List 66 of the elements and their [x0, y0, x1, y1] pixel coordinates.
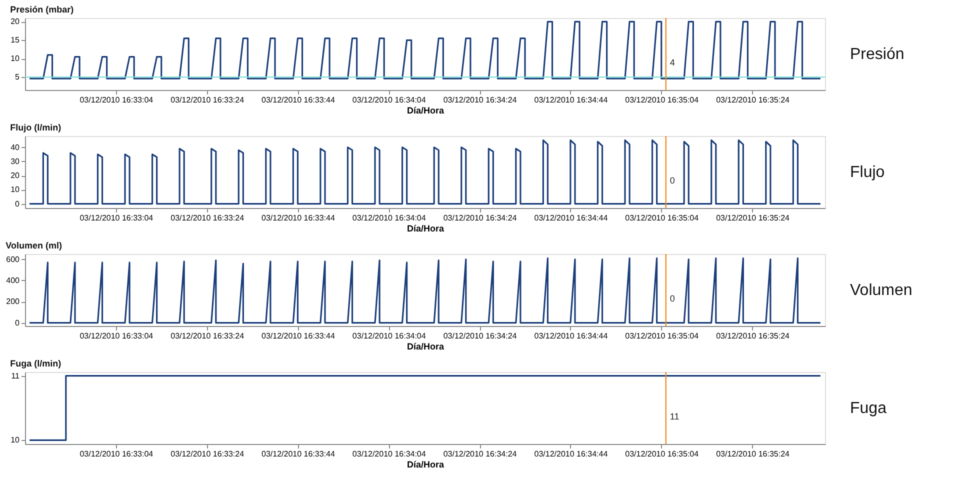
line-series — [28, 257, 822, 324]
x-tick-label: 03/12/2010 16:34:44 — [534, 214, 608, 222]
x-tick-label: 03/12/2010 16:34:24 — [443, 96, 518, 104]
x-tick-label: 03/12/2010 16:33:44 — [262, 332, 336, 340]
y-tick-label: 15 — [10, 36, 20, 45]
text: Fuga — [850, 400, 887, 417]
x-tick-label: 03/12/2010 16:35:24 — [716, 214, 790, 222]
x-tick-label: 03/12/2010 16:34:04 — [352, 96, 426, 104]
y-tick-label: 20 — [10, 17, 20, 26]
x-tick-label: 03/12/2010 16:33:24 — [170, 450, 245, 458]
y-tick-label: 200 — [6, 297, 20, 306]
x-tick-label: 03/12/2010 16:33:44 — [262, 96, 336, 104]
x-tick-label: 03/12/2010 16:34:44 — [534, 450, 608, 458]
x-axis-title: Día/Hora — [406, 224, 445, 234]
chart-title: Flujo (l/min) — [10, 122, 62, 132]
y-tick-label: 10 — [10, 54, 20, 64]
x-tick-label: 03/12/2010 16:35:04 — [625, 96, 700, 104]
x-tick-label: 03/12/2010 16:33:44 — [262, 214, 336, 222]
chart-title: Presión (mbar) — [10, 4, 74, 14]
y-tick-label: 5 — [15, 72, 20, 82]
ref-line-label: 11 — [670, 412, 680, 422]
y-tick-label: 10 — [10, 185, 20, 194]
x-tick-label: 03/12/2010 16:33:24 — [170, 214, 245, 222]
y-tick-label: 11 — [11, 371, 20, 380]
x-tick-label: 03/12/2010 16:33:24 — [170, 332, 245, 340]
x-axis-title: Día/Hora — [406, 106, 445, 116]
ref-line-label: 0 — [670, 176, 675, 186]
line-series — [28, 139, 822, 205]
x-tick-label: 03/12/2010 16:34:24 — [443, 214, 518, 222]
x-axis-title: Día/Hora — [406, 460, 445, 470]
x-tick-label: 03/12/2010 16:34:44 — [534, 96, 608, 104]
x-tick-label: 03/12/2010 16:34:04 — [352, 214, 426, 222]
x-tick-label: 03/12/2010 16:35:24 — [716, 450, 790, 458]
chart-title: Fuga (l/min) — [10, 358, 62, 368]
x-tick-label: 03/12/2010 16:34:04 — [352, 332, 426, 340]
x-tick-label: 03/12/2010 16:34:24 — [443, 450, 518, 458]
line-series — [28, 20, 822, 80]
y-tick-label: 0 — [15, 318, 20, 328]
y-tick-label: 0 — [15, 199, 20, 208]
x-tick-label: 03/12/2010 16:33:04 — [80, 214, 154, 222]
x-tick-label: 03/12/2010 16:34:44 — [534, 332, 608, 340]
x-tick-label: 03/12/2010 16:34:04 — [352, 450, 426, 458]
y-tick-label: 30 — [10, 156, 20, 166]
y-tick-label: 10 — [10, 436, 20, 445]
x-tick-label: 03/12/2010 16:33:24 — [170, 96, 245, 104]
x-axis-title: Día/Hora — [406, 342, 445, 352]
x-tick-label: 03/12/2010 16:33:04 — [80, 96, 154, 104]
ref-line-label: 0 — [670, 294, 675, 304]
x-tick-label: 03/12/2010 16:35:04 — [625, 214, 700, 222]
text: Flujo — [850, 164, 885, 181]
x-tick-label: 03/12/2010 16:33:04 — [80, 450, 154, 458]
y-tick-label: 600 — [6, 254, 20, 264]
ref-line-label: 4 — [670, 58, 675, 68]
text: Presión — [850, 46, 904, 63]
x-tick-label: 03/12/2010 16:33:04 — [80, 332, 154, 340]
x-tick-label: 03/12/2010 16:35:24 — [716, 332, 790, 340]
x-tick-label: 03/12/2010 16:35:04 — [625, 332, 700, 340]
y-tick-label: 400 — [6, 276, 20, 285]
x-tick-label: 03/12/2010 16:35:04 — [625, 450, 700, 458]
chart-title: Volumen (ml) — [6, 240, 62, 250]
x-tick-label: 03/12/2010 16:33:44 — [262, 450, 336, 458]
y-tick-label: 20 — [10, 171, 20, 180]
text: Volumen — [850, 282, 912, 299]
y-tick-label: 40 — [10, 142, 20, 152]
x-tick-label: 03/12/2010 16:35:24 — [716, 96, 790, 104]
x-tick-label: 03/12/2010 16:34:24 — [443, 332, 518, 340]
